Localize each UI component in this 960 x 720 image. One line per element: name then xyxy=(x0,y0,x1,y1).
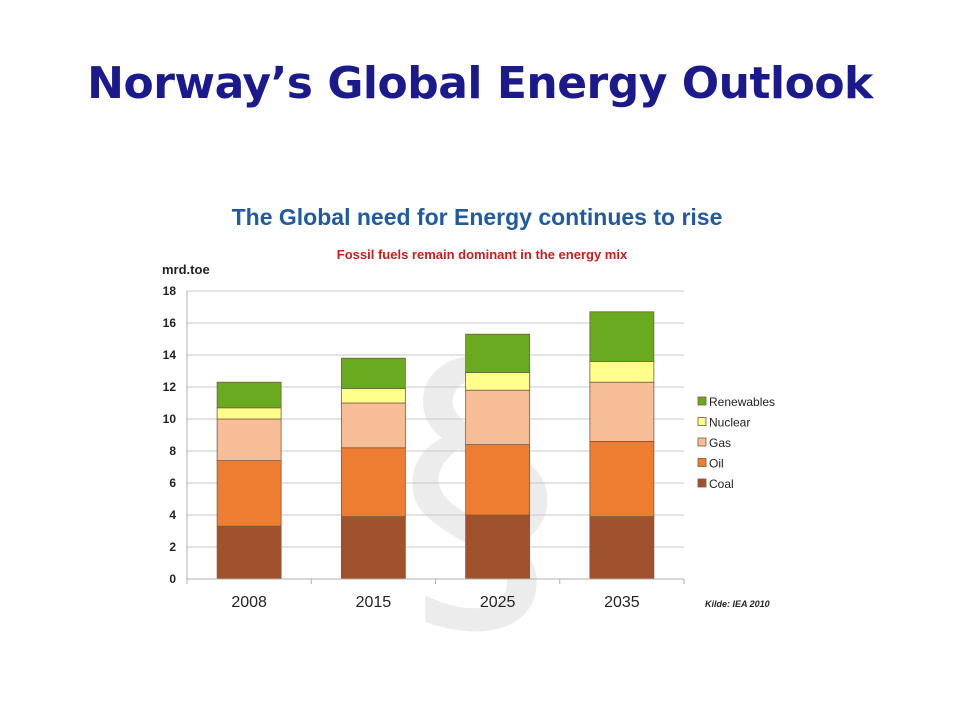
bar-segment-gas-2008 xyxy=(216,418,282,461)
bar-segment-coal-2015 xyxy=(340,516,406,580)
y-tick-label: 12 xyxy=(163,380,177,394)
x-tick-label: 2015 xyxy=(356,594,392,611)
bar-segment-oil-2008 xyxy=(216,460,282,527)
legend-swatch-oil xyxy=(697,458,707,467)
bar-segment-gas-2015 xyxy=(340,402,406,449)
legend-label-renewables: Renewables xyxy=(709,395,775,409)
bar-segment-oil-2035 xyxy=(589,440,655,517)
legend-swatch-nuclear xyxy=(697,417,707,426)
bar-segment-renewables-2008 xyxy=(216,381,282,409)
y-axis-unit-label: mrd.toe xyxy=(162,262,210,277)
legend-swatch-renewables xyxy=(697,396,707,406)
bar-segment-oil-2025 xyxy=(465,444,531,516)
legend-label-gas: Gas xyxy=(709,436,731,450)
bar-segment-coal-2035 xyxy=(589,516,655,580)
y-tick-label: 18 xyxy=(163,284,177,298)
y-tick-label: 10 xyxy=(163,412,177,426)
legend-label-nuclear: Nuclear xyxy=(709,416,750,430)
legend: Renewables Nuclear Gas Oil Coal xyxy=(697,395,775,491)
slide-title: Norway’s Global Energy Outlook xyxy=(87,58,873,109)
bar-segment-coal-2008 xyxy=(216,525,282,580)
bar-segment-renewables-2025 xyxy=(465,333,531,374)
bar-segment-nuclear-2035 xyxy=(589,360,655,383)
y-tick-label: 0 xyxy=(169,572,176,586)
chart-title: The Global need for Energy continues to … xyxy=(232,204,723,230)
bar-segment-renewables-2015 xyxy=(340,357,406,390)
chart-subtitle: Fossil fuels remain dominant in the ener… xyxy=(337,247,628,262)
bar-segment-renewables-2035 xyxy=(589,311,655,362)
y-tick-label: 6 xyxy=(169,476,176,490)
legend-label-coal: Coal xyxy=(709,477,734,491)
bar-segment-coal-2025 xyxy=(465,514,531,580)
legend-swatch-gas xyxy=(697,437,707,447)
y-tick-label: 16 xyxy=(163,316,177,330)
bar-segment-gas-2035 xyxy=(589,381,655,442)
legend-swatch-coal xyxy=(697,478,707,488)
bars-group xyxy=(216,311,655,580)
x-tick-label: 2008 xyxy=(231,594,267,611)
bar-segment-nuclear-2008 xyxy=(216,407,282,420)
y-tick-label: 8 xyxy=(169,444,176,458)
axes: 0 2 4 6 8 10 12 14 16 18 2008 2015 2025 2035 xyxy=(163,284,685,611)
x-tick-label: 2035 xyxy=(604,594,640,611)
x-tick-label: 2025 xyxy=(480,594,516,611)
legend-label-oil: Oil xyxy=(709,457,724,471)
bar-segment-nuclear-2015 xyxy=(340,388,406,404)
y-tick-label: 4 xyxy=(169,508,176,522)
bar-segment-nuclear-2025 xyxy=(465,372,531,391)
bar-segment-gas-2025 xyxy=(465,389,531,446)
y-tick-label: 14 xyxy=(163,348,177,362)
y-tick-label: 2 xyxy=(169,540,176,554)
source-note: Kilde: IEA 2010 xyxy=(705,599,770,609)
bar-segment-oil-2015 xyxy=(340,447,406,517)
